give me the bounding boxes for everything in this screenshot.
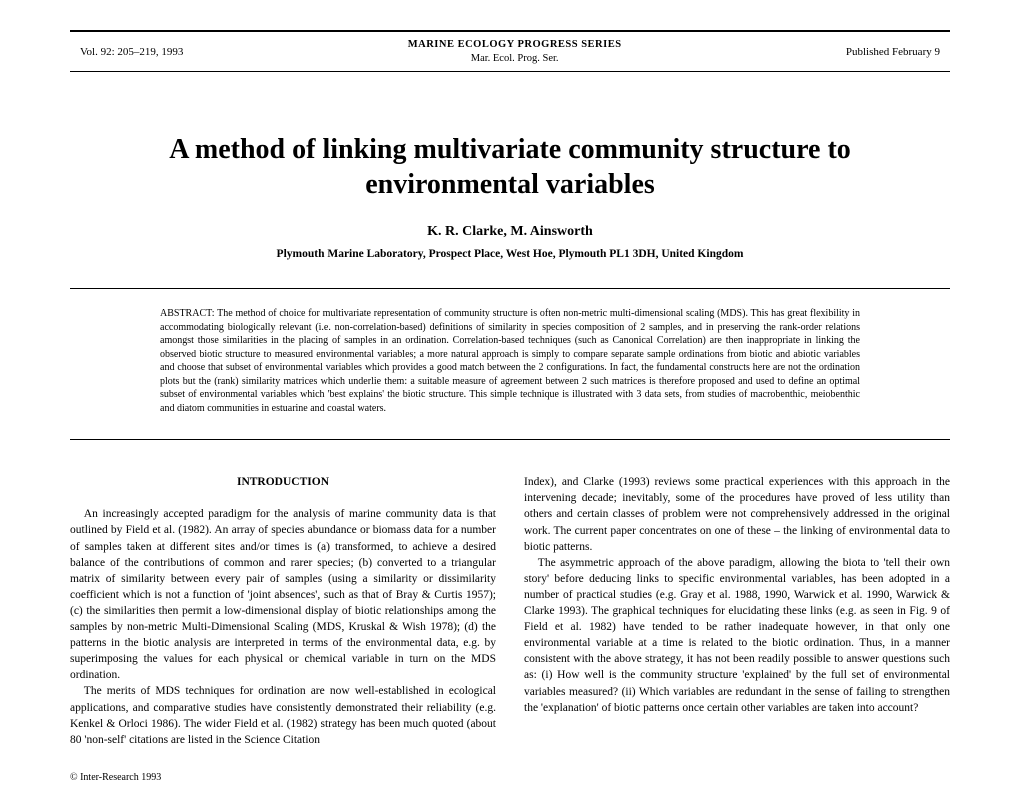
abstract: ABSTRACT: The method of choice for multi… <box>160 307 860 415</box>
section-heading: INTRODUCTION <box>70 474 496 490</box>
body-paragraph: The asymmetric approach of the above par… <box>524 555 950 716</box>
authors: K. R. Clarke, M. Ainsworth <box>70 224 950 240</box>
affiliation: Plymouth Marine Laboratory, Prospect Pla… <box>70 248 950 260</box>
header-series: MARINE ECOLOGY PROGRESS SERIES Mar. Ecol… <box>408 38 622 65</box>
body-columns: INTRODUCTION An increasingly accepted pa… <box>70 474 950 748</box>
body-paragraph: An increasingly accepted paradigm for th… <box>70 506 496 683</box>
header-published: Published February 9 <box>846 46 940 58</box>
paper-title: A method of linking multivariate communi… <box>110 132 910 202</box>
body-paragraph: The merits of MDS techniques for ordinat… <box>70 683 496 747</box>
divider-bottom <box>70 439 950 440</box>
copyright: © Inter-Research 1993 <box>70 772 950 783</box>
divider-top <box>70 288 950 289</box>
header-volume: Vol. 92: 205–219, 1993 <box>80 46 183 58</box>
column-right: Index), and Clarke (1993) reviews some p… <box>524 474 950 748</box>
series-abbrev: Mar. Ecol. Prog. Ser. <box>408 52 622 66</box>
title-block: A method of linking multivariate communi… <box>70 132 950 260</box>
body-paragraph: Index), and Clarke (1993) reviews some p… <box>524 474 950 554</box>
journal-header: Vol. 92: 205–219, 1993 MARINE ECOLOGY PR… <box>70 30 950 72</box>
column-left: INTRODUCTION An increasingly accepted pa… <box>70 474 496 748</box>
series-name: MARINE ECOLOGY PROGRESS SERIES <box>408 38 622 52</box>
